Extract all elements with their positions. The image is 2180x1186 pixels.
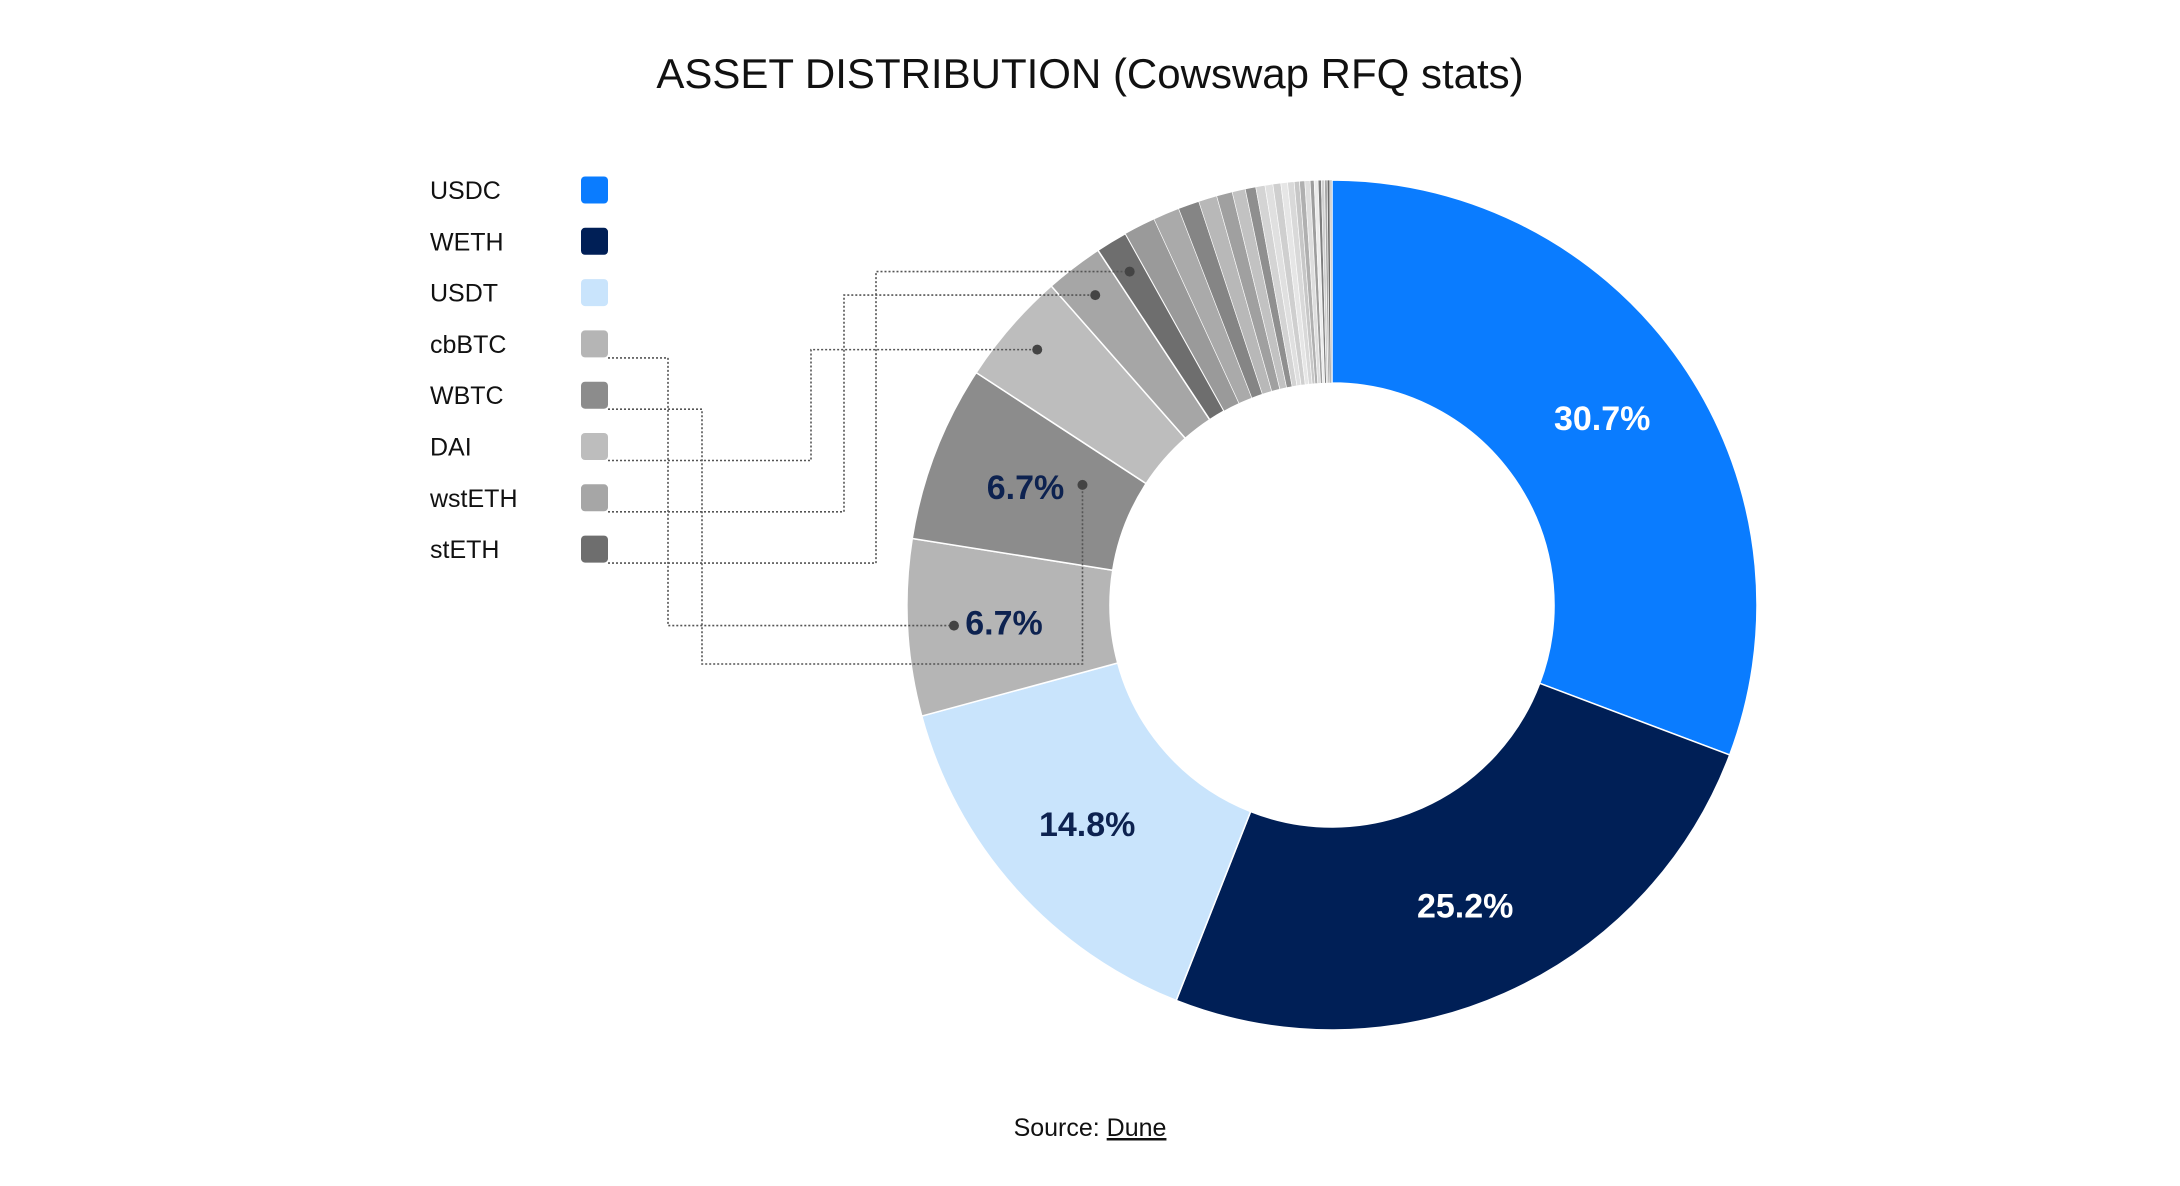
legend-swatch-steth (581, 535, 608, 563)
legend-label-usdt: USDT (430, 280, 498, 308)
slice-usdc (1331, 179, 1758, 756)
connector-dot-steth (1124, 266, 1135, 277)
legend-swatch-dai (581, 433, 608, 460)
slice-label-usdt: 14.8% (1039, 806, 1135, 844)
connector-dot-dai (1032, 344, 1043, 355)
connector-dot-wsteth (1090, 290, 1101, 301)
legend-label-steth: stETH (430, 536, 499, 564)
legend-swatch-cbbtc (581, 330, 608, 358)
source-link-dune[interactable]: Dune (1107, 1114, 1167, 1142)
slice-other-29 (1329, 179, 1333, 384)
connector-dot-cbbtc (948, 620, 959, 631)
slice-weth (1175, 682, 1731, 1031)
legend-swatch-wsteth (581, 484, 608, 512)
source-note: Source: Dune (1014, 1114, 1167, 1142)
connector-dai (608, 348, 1038, 462)
legend-label-usdc: USDC (430, 177, 501, 205)
slice-usdt (920, 662, 1252, 1002)
connector-steth (608, 270, 1130, 564)
legend-label-wbtc: WBTC (430, 382, 504, 410)
legend-connectors (608, 266, 1135, 665)
slice-label-weth: 25.2% (1417, 887, 1513, 925)
legend-swatch-usdc (581, 176, 608, 204)
legend-label-weth: WETH (430, 228, 504, 256)
slice-label-wbtc: 6.7% (987, 469, 1065, 507)
chart-title: ASSET DISTRIBUTION (Cowswap RFQ stats) (656, 50, 1523, 97)
legend-swatch-usdt (581, 279, 608, 307)
slice-label-cbbtc: 6.7% (965, 605, 1043, 643)
legend-label-dai: DAI (430, 434, 472, 462)
slice-labels: 30.7% 25.2% 14.8% 6.7% 6.7% (965, 400, 1650, 925)
slice-label-usdc: 30.7% (1554, 400, 1650, 438)
legend: USDC WETH USDT cbBTC WBTC DAI wstETH stETH (429, 176, 608, 564)
connector-wbtc (608, 408, 1084, 665)
source-prefix: Source: (1014, 1114, 1107, 1142)
connector-cbbtc (608, 357, 954, 627)
legend-swatch-weth (581, 227, 608, 255)
legend-label-wsteth: wstETH (429, 485, 518, 513)
legend-swatch-wbtc (581, 381, 608, 409)
connector-wsteth (608, 294, 1096, 513)
connector-dot-wbtc (1077, 479, 1088, 490)
legend-label-cbbtc: cbBTC (430, 331, 506, 359)
